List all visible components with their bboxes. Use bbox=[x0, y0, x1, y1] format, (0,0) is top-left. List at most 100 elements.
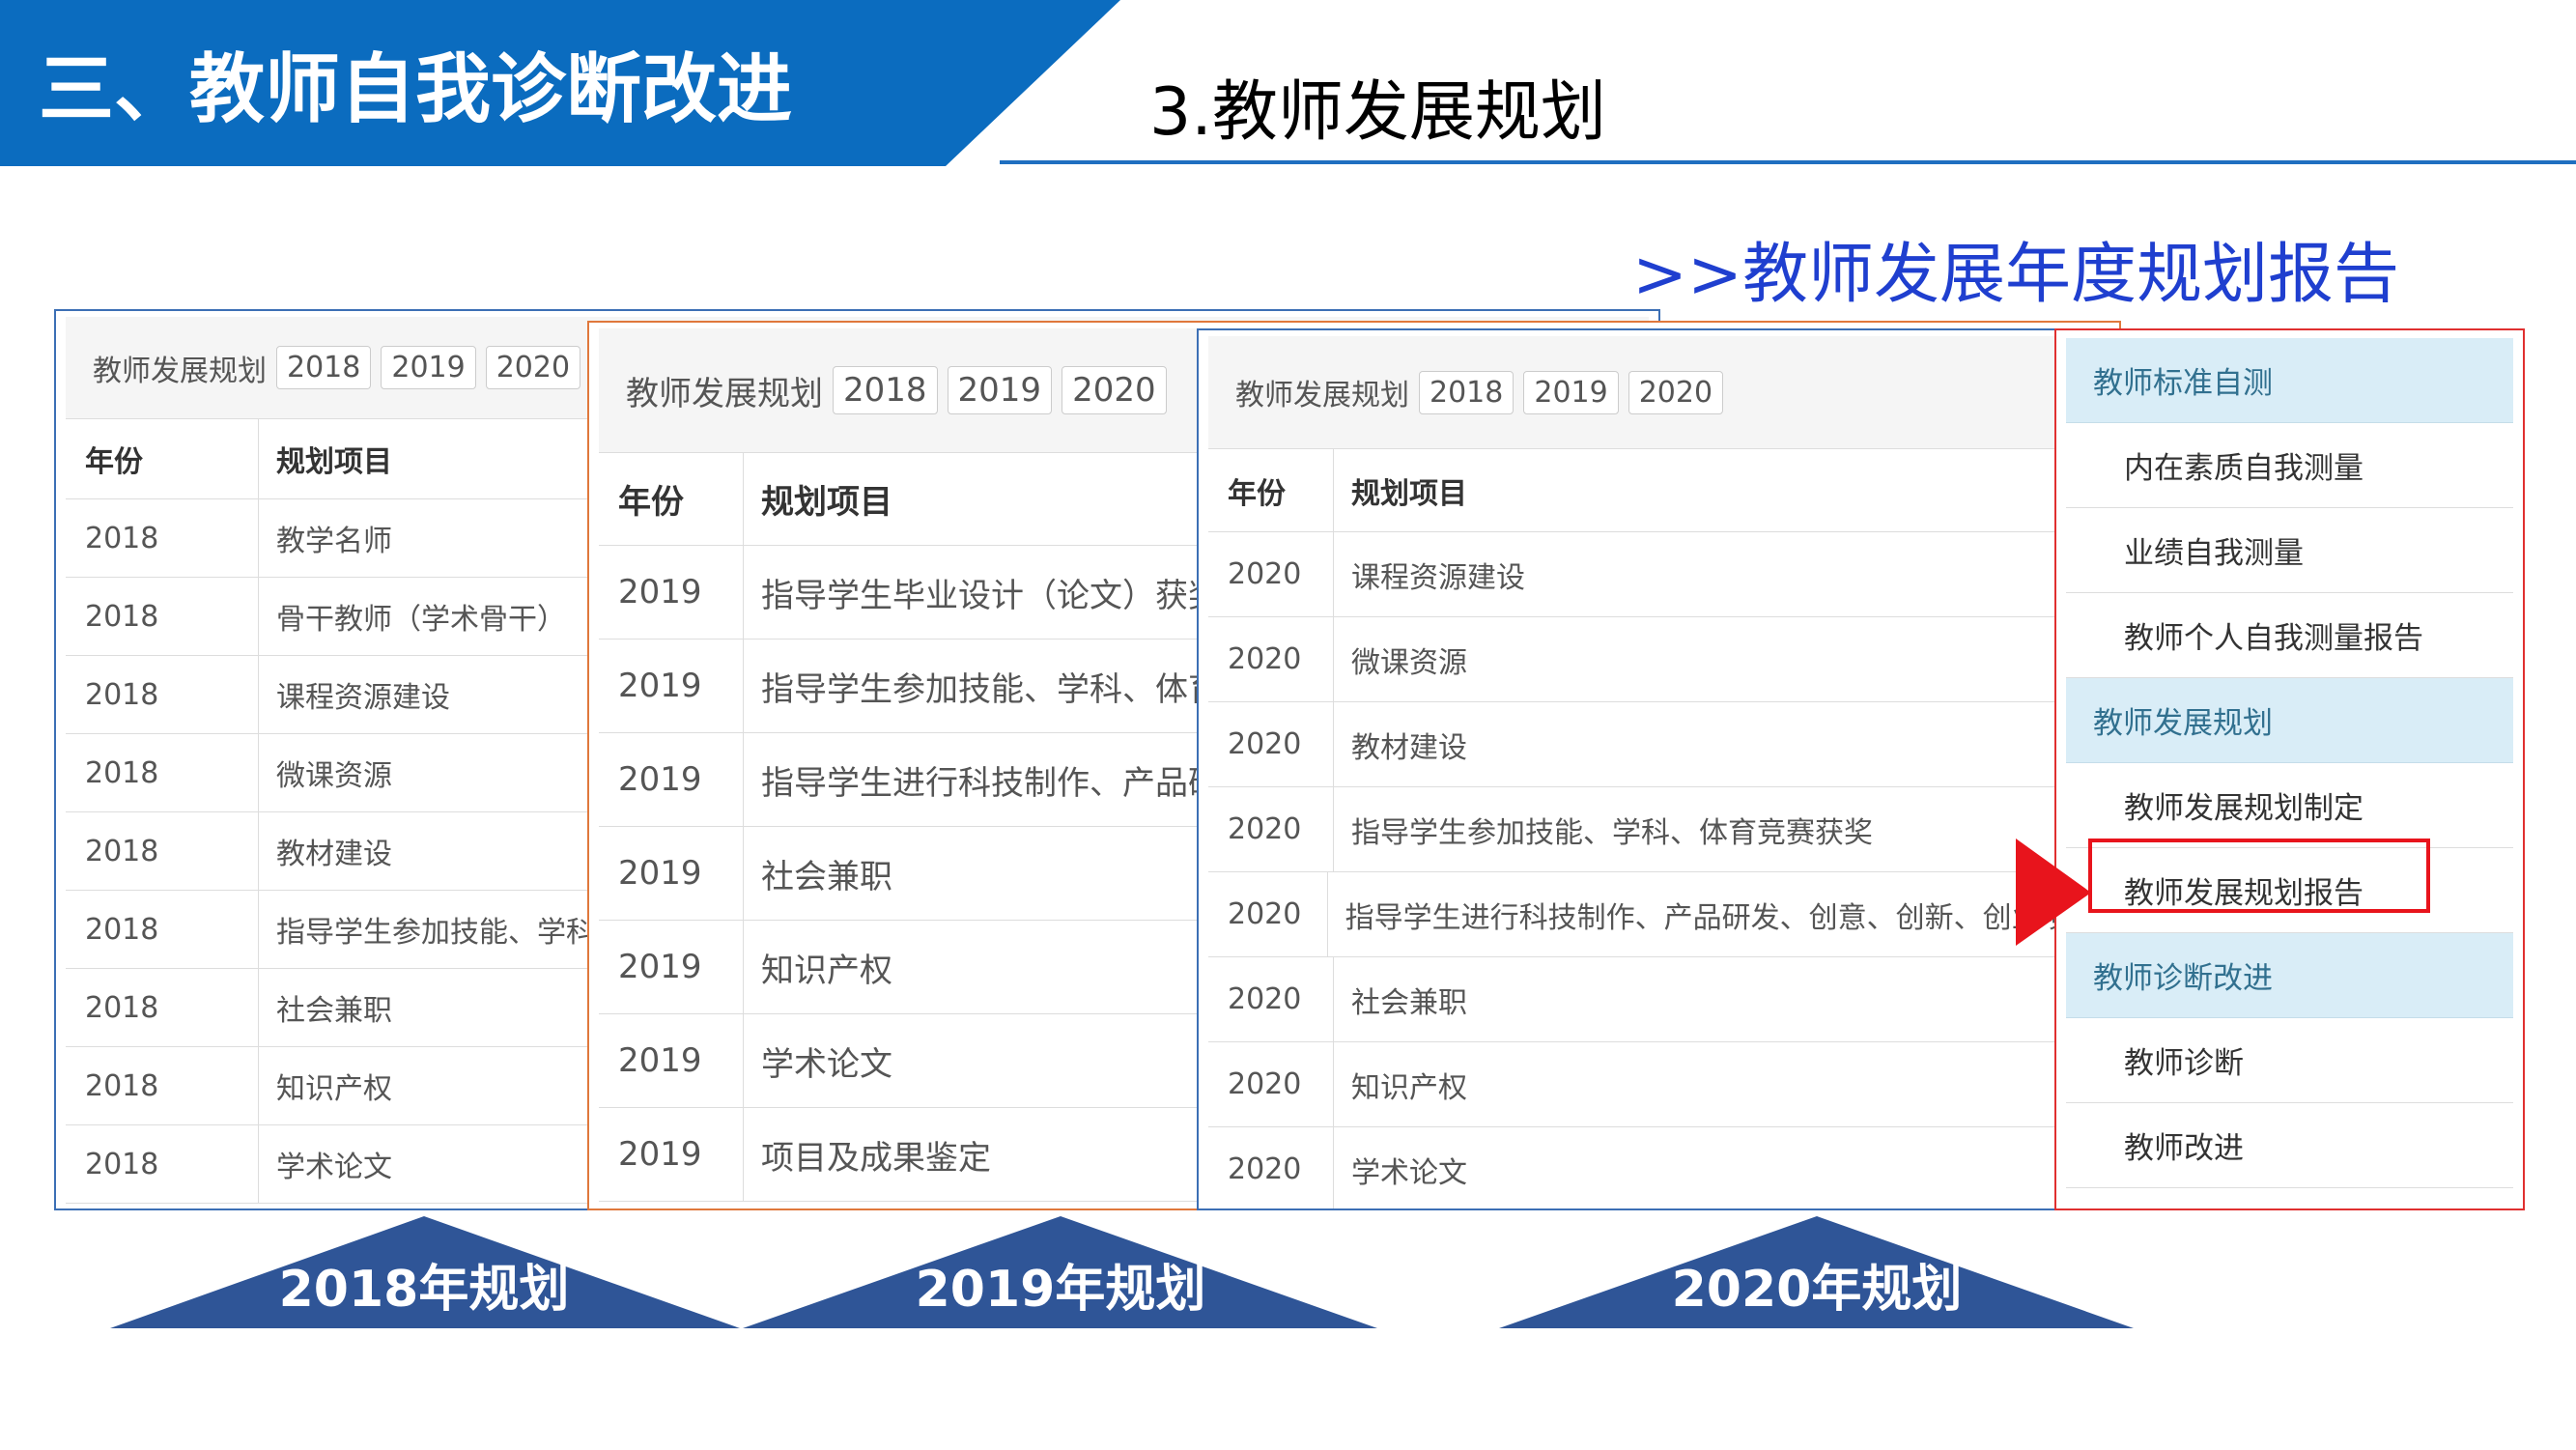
item-cell: 知识产权 bbox=[1351, 1070, 1467, 1105]
year-cell: 2018 bbox=[66, 969, 259, 1046]
item-cell: 项目及成果鉴定 bbox=[761, 1138, 991, 1178]
year-tab[interactable]: 2020 bbox=[1628, 370, 1724, 414]
year-cell: 2020 bbox=[1208, 532, 1334, 616]
item-cell: 指导学生参加技能、学科 bbox=[276, 916, 595, 950]
item-cell: 骨干教师（学术骨干） bbox=[276, 603, 566, 637]
year-cell: 2018 bbox=[66, 1125, 259, 1203]
year-cell: 2020 bbox=[1208, 617, 1334, 701]
column-header: 规划项目 bbox=[276, 445, 392, 479]
year-cell: 2018 bbox=[66, 812, 259, 890]
menu-item[interactable]: 教师改进 bbox=[2066, 1103, 2513, 1188]
year-cell: 2019 bbox=[599, 640, 744, 732]
item-cell: 微课资源 bbox=[1351, 645, 1467, 680]
year-cell: 2019 bbox=[599, 1014, 744, 1107]
year-tab[interactable]: 2019 bbox=[1523, 370, 1619, 414]
year-cell: 2020 bbox=[1208, 1042, 1334, 1126]
year-tab[interactable]: 2018 bbox=[276, 346, 372, 389]
item-cell: 教材建设 bbox=[1351, 730, 1467, 765]
tab-label: 教师发展规划 bbox=[1235, 379, 1409, 412]
item-cell: 学术论文 bbox=[276, 1151, 392, 1184]
year-cell: 2019 bbox=[599, 733, 744, 826]
year-cell: 2018 bbox=[66, 656, 259, 733]
item-cell: 社会兼职 bbox=[1351, 985, 1467, 1020]
column-header: 年份 bbox=[66, 419, 259, 498]
table-row: 2019 项目及成果鉴定 bbox=[599, 1108, 2109, 1202]
column-header: 年份 bbox=[599, 453, 744, 545]
item-cell: 微课资源 bbox=[276, 759, 392, 793]
column-header: 规划项目 bbox=[761, 483, 892, 522]
menu-item[interactable]: 业绩自我测量 bbox=[2066, 508, 2513, 593]
year-cell: 2018 bbox=[66, 1047, 259, 1124]
column-header: 规划项目 bbox=[1351, 476, 1467, 511]
year-cell: 2020 bbox=[1208, 787, 1334, 871]
menu-item[interactable]: 教师诊断 bbox=[2066, 1018, 2513, 1103]
year-tab[interactable]: 2020 bbox=[1062, 366, 1167, 414]
year-tab[interactable]: 2018 bbox=[833, 366, 938, 414]
year-tab[interactable]: 2019 bbox=[947, 366, 1053, 414]
item-cell: 学术论文 bbox=[761, 1044, 892, 1084]
caption: 2020年规划 bbox=[1672, 1261, 1963, 1319]
header-band bbox=[0, 0, 1120, 166]
menu-item[interactable]: 教师发展规划制定 bbox=[2066, 763, 2513, 848]
table-row: 2020 课程资源建设 bbox=[1208, 532, 2054, 617]
table-row: 2020 教材建设 bbox=[1208, 702, 2054, 787]
menu-item[interactable]: 教师个人自我测量报告 bbox=[2066, 593, 2513, 678]
year-tab[interactable]: 2020 bbox=[485, 346, 581, 389]
caption-shape bbox=[1499, 1216, 2134, 1328]
item-cell: 知识产权 bbox=[761, 951, 892, 990]
year-cell: 2020 bbox=[1208, 872, 1328, 956]
tab-label: 教师发展规划 bbox=[626, 374, 823, 413]
item-cell: 学术论文 bbox=[1351, 1155, 1467, 1190]
menu-item[interactable]: 内在素质自我测量 bbox=[2066, 423, 2513, 508]
menu-item[interactable]: 教师发展规划报告 bbox=[2066, 848, 2513, 933]
caption: 2018年规划 bbox=[279, 1261, 570, 1319]
menu-group[interactable]: 教师标准自测 bbox=[2066, 338, 2513, 423]
year-cell: 2019 bbox=[599, 1108, 744, 1201]
table-row: 2020 微课资源 bbox=[1208, 617, 2054, 702]
item-cell: 指导学生毕业设计（论文）获奖 bbox=[761, 576, 1221, 615]
table-header: 年份 规划项目 bbox=[1208, 449, 2054, 532]
header-subtitle: 3.教师发展规划 bbox=[1149, 74, 1606, 151]
year-cell: 2020 bbox=[1208, 1127, 1334, 1208]
item-cell: 知识产权 bbox=[276, 1072, 392, 1106]
item-cell: 课程资源建设 bbox=[276, 681, 450, 715]
table-row: 2020 指导学生参加技能、学科、体育竞赛获奖 bbox=[1208, 787, 2054, 872]
year-cell: 2019 bbox=[599, 921, 744, 1013]
menu-group[interactable]: 教师诊断改进 bbox=[2066, 933, 2513, 1018]
tab-label: 教师发展规划 bbox=[93, 354, 267, 388]
year-cell: 2018 bbox=[66, 734, 259, 811]
caption-shape bbox=[743, 1216, 1377, 1328]
item-cell: 社会兼职 bbox=[761, 857, 892, 896]
arrow-head bbox=[2016, 839, 2091, 946]
caption: 2019年规划 bbox=[916, 1261, 1206, 1319]
highlight-box bbox=[2088, 839, 2430, 913]
year-cell: 2018 bbox=[66, 499, 259, 577]
year-cell: 2020 bbox=[1208, 957, 1334, 1041]
section-title: >>教师发展年度规划报告 bbox=[1632, 237, 2399, 313]
item-cell: 教材建设 bbox=[276, 838, 392, 871]
menu-group[interactable]: 教师发展规划 bbox=[2066, 678, 2513, 763]
table-row: 2020 学术论文 bbox=[1208, 1127, 2054, 1208]
item-cell: 指导学生参加技能、学科、体育竞赛获奖 bbox=[1351, 815, 1873, 850]
year-tab[interactable]: 2018 bbox=[1419, 370, 1514, 414]
year-cell: 2018 bbox=[66, 578, 259, 655]
year-cell: 2018 bbox=[66, 891, 259, 968]
item-cell: 教学名师 bbox=[276, 525, 392, 558]
tab-bar: 教师发展规划 2018 2019 2020 bbox=[1208, 336, 2054, 449]
screenshot-panel: 教师发展规划 2018 2019 2020 年份 规划项目 2020 课程资源建设 2020 微课… bbox=[1197, 328, 2066, 1210]
table-row: 2020 社会兼职 bbox=[1208, 957, 2054, 1042]
table-row: 2018 课程资源建设 bbox=[66, 656, 1649, 734]
table-row: 2020 指导学生进行科技制作、产品研发、创意、创新、创业项目 bbox=[1208, 872, 2054, 957]
item-cell: 指导学生进行科技制作、产品研发、创意、创新、创业项目 bbox=[1345, 900, 2054, 935]
sidebar: 教师标准自测 内在素质自我测量 业绩自我测量 教师个人自我测量报告 教师发展规划 教师发展… bbox=[2054, 328, 2525, 1210]
item-cell: 课程资源建设 bbox=[1351, 560, 1525, 595]
year-cell: 2020 bbox=[1208, 702, 1334, 786]
year-tab[interactable]: 2019 bbox=[381, 346, 476, 389]
column-header: 年份 bbox=[1208, 449, 1334, 531]
pointer-arrow bbox=[2016, 839, 2091, 946]
caption-shape bbox=[110, 1216, 740, 1328]
header-title: 三、教师自我诊断改进 bbox=[39, 46, 793, 133]
year-cell: 2019 bbox=[599, 827, 744, 920]
